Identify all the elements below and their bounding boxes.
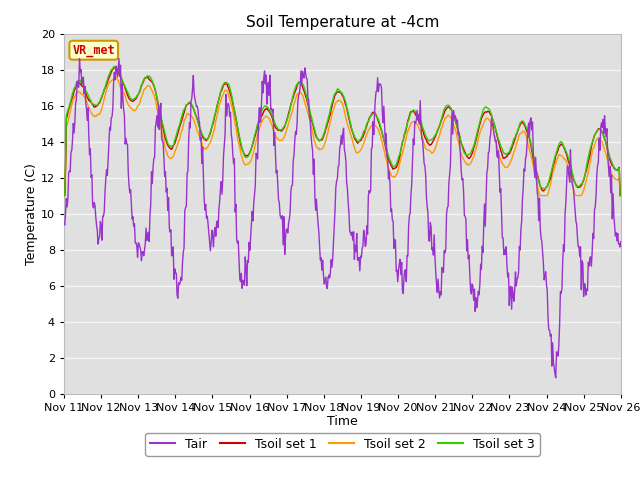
Legend: Tair, Tsoil set 1, Tsoil set 2, Tsoil set 3: Tair, Tsoil set 1, Tsoil set 2, Tsoil se… (145, 433, 540, 456)
Text: VR_met: VR_met (72, 44, 115, 57)
X-axis label: Time: Time (327, 415, 358, 429)
Y-axis label: Temperature (C): Temperature (C) (25, 163, 38, 264)
Title: Soil Temperature at -4cm: Soil Temperature at -4cm (246, 15, 439, 30)
